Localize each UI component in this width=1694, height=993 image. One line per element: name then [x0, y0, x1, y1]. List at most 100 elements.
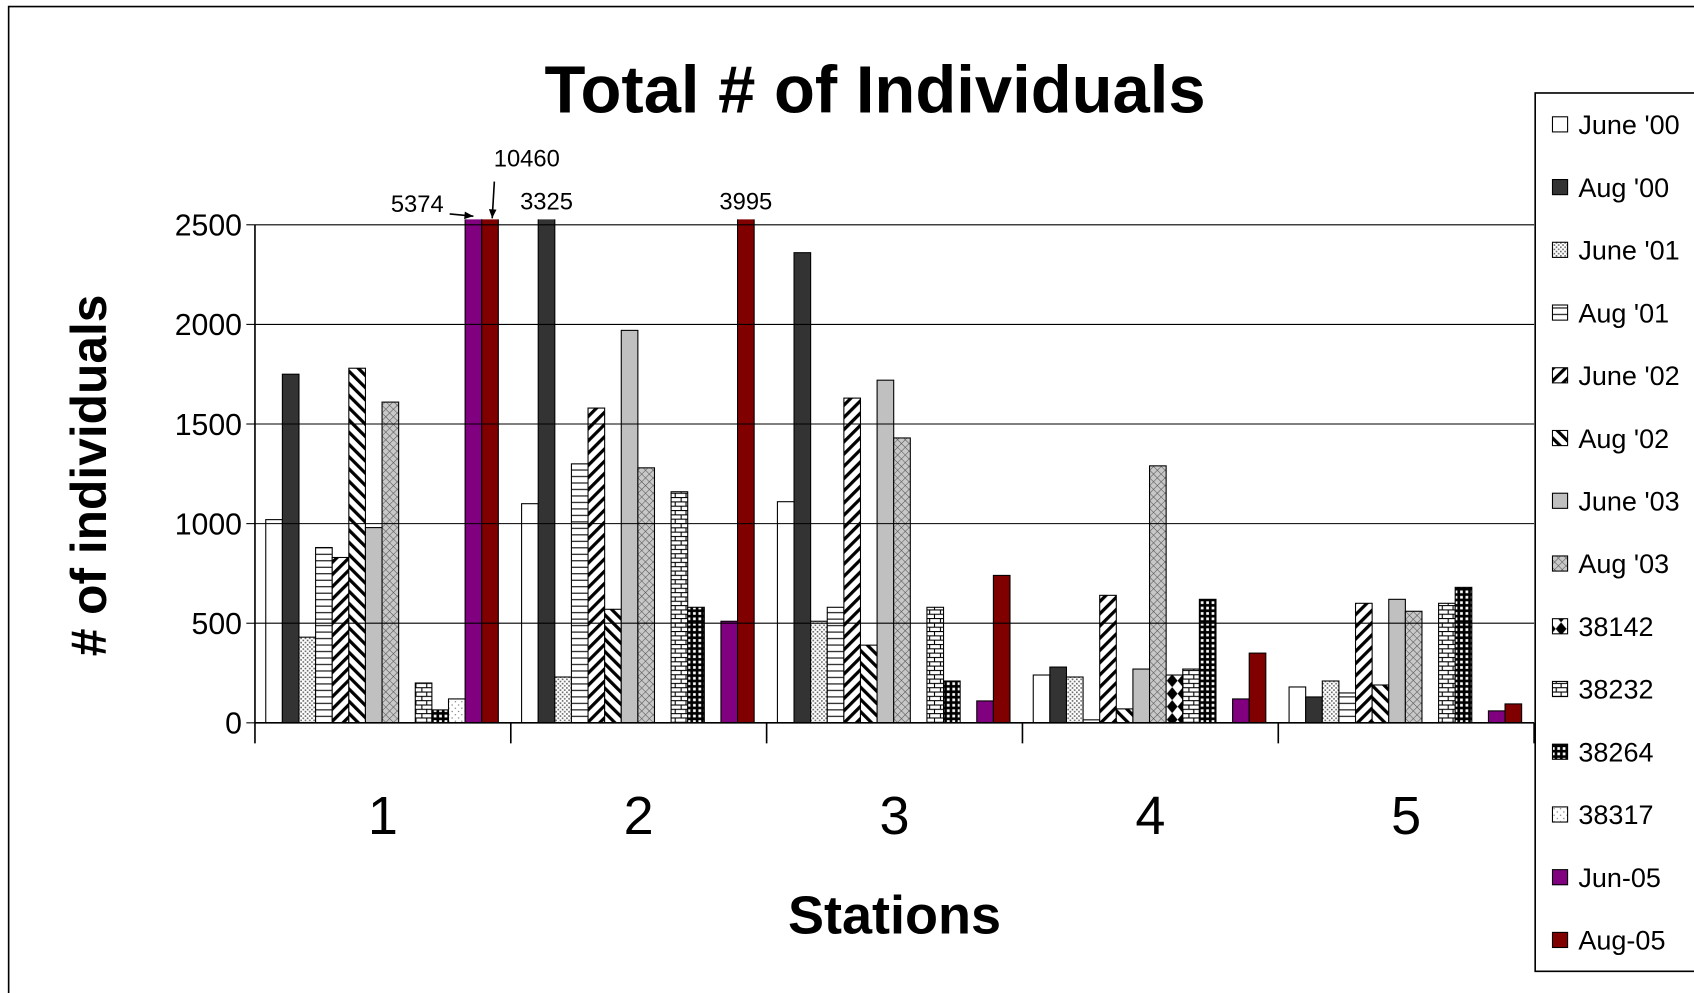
legend-swatch — [1551, 492, 1569, 509]
bar — [826, 606, 845, 724]
bar — [414, 682, 433, 724]
legend-swatch — [1551, 931, 1569, 949]
legend-label: 38142 — [1578, 612, 1653, 642]
bar — [1232, 698, 1250, 724]
bar — [976, 700, 994, 724]
bar — [1404, 610, 1423, 724]
bar — [587, 407, 606, 724]
legend-swatch — [1551, 869, 1569, 886]
legend-swatch — [1551, 806, 1569, 823]
bar — [281, 373, 300, 724]
chart-title: Total # of Individuals — [545, 52, 1206, 127]
bar — [1487, 710, 1506, 724]
x-tick-label: 2 — [624, 786, 654, 846]
legend-label: Aug '02 — [1578, 424, 1669, 454]
legend-label: 38317 — [1578, 800, 1653, 830]
bar — [620, 329, 639, 724]
x-tick-label: 3 — [880, 786, 910, 846]
bar — [331, 556, 350, 724]
legend-swatch — [1551, 241, 1569, 258]
bar — [637, 467, 656, 724]
bar — [431, 709, 450, 724]
bar — [776, 501, 795, 724]
bar — [265, 519, 283, 724]
bar — [1354, 602, 1373, 724]
x-tick-label: 4 — [1135, 786, 1165, 846]
legend-swatch — [1551, 116, 1569, 133]
bar — [1115, 708, 1134, 724]
bar — [1504, 703, 1523, 724]
bar — [1032, 674, 1051, 724]
x-tick-label: 1 — [368, 786, 398, 846]
bar — [670, 491, 689, 724]
legend-label: Aug '01 — [1578, 298, 1669, 328]
bar — [1371, 684, 1390, 724]
bar — [1132, 668, 1151, 724]
legend-label: June '03 — [1578, 487, 1679, 517]
bar — [298, 636, 317, 724]
bar — [364, 527, 383, 724]
bar — [1388, 598, 1406, 724]
legend-swatch — [1551, 304, 1569, 321]
bar — [876, 379, 895, 724]
bar — [1148, 465, 1167, 724]
legend-label: Aug '03 — [1578, 549, 1669, 579]
bar — [720, 620, 739, 724]
bar — [1438, 602, 1456, 724]
bar — [570, 463, 589, 724]
legend-label: June '02 — [1578, 361, 1679, 391]
legend-label: Jun-05 — [1578, 863, 1661, 893]
bar — [348, 367, 366, 724]
value-label: 10460 — [494, 145, 560, 172]
bar — [1288, 686, 1307, 724]
bar — [1165, 674, 1184, 724]
legend-swatch — [1551, 618, 1569, 635]
legend-label: Aug '00 — [1578, 173, 1669, 203]
legend-label: 38264 — [1578, 737, 1653, 767]
bar — [943, 680, 961, 724]
bar — [381, 401, 400, 724]
bar — [893, 437, 911, 724]
bar — [843, 397, 862, 724]
bar — [1182, 668, 1200, 724]
legend-swatch — [1551, 178, 1569, 196]
legend-label: June '00 — [1578, 110, 1679, 140]
bar — [315, 546, 333, 724]
annotation-arrowhead — [488, 209, 497, 219]
legend-box — [1534, 92, 1694, 973]
legend-swatch — [1551, 743, 1569, 760]
legend-label: 38232 — [1578, 675, 1653, 705]
value-label: 3325 — [520, 189, 573, 216]
legend-swatch — [1551, 367, 1569, 384]
bar — [1338, 692, 1357, 724]
x-tick-label: 5 — [1391, 786, 1421, 846]
bar — [447, 698, 466, 724]
legend-label: June '01 — [1578, 236, 1679, 266]
bar — [604, 608, 622, 724]
bar — [521, 503, 539, 724]
bars — [265, 219, 1523, 724]
y-axis-label: # of individuals — [61, 295, 117, 657]
legend-swatch — [1551, 680, 1569, 698]
bar — [687, 606, 705, 724]
bar — [1248, 652, 1267, 724]
bar — [810, 620, 828, 724]
y-tick-label: 500 — [192, 608, 242, 641]
legend-swatch — [1551, 429, 1569, 447]
x-axis-label: Stations — [788, 886, 1001, 946]
y-tick-label: 0 — [225, 708, 242, 741]
bar — [1305, 696, 1323, 724]
bar — [1099, 594, 1117, 724]
bar — [554, 676, 572, 724]
bar — [926, 606, 945, 724]
y-tick-label: 1500 — [175, 409, 242, 442]
value-label: 5374 — [391, 191, 444, 218]
bar — [1454, 586, 1473, 724]
y-tick-label: 1000 — [175, 508, 242, 541]
y-tick-label: 2500 — [175, 210, 242, 243]
bar — [1198, 598, 1217, 724]
annotation-arrowhead — [464, 211, 474, 220]
bar — [793, 252, 812, 724]
bar — [1065, 676, 1084, 724]
